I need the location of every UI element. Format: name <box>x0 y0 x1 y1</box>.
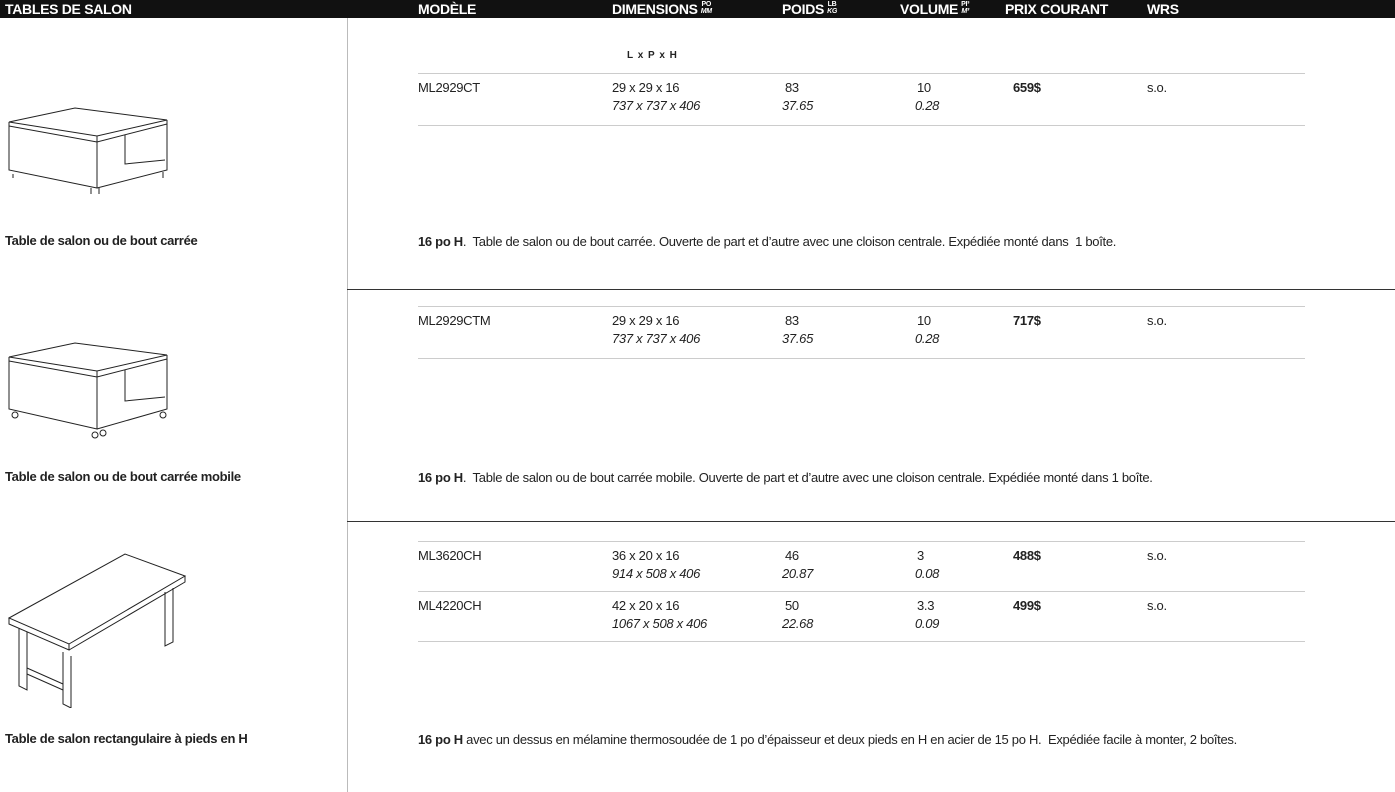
row-rule <box>418 125 1305 126</box>
cell: 29 x 29 x 16 <box>612 80 680 95</box>
cell: 46 <box>785 548 799 563</box>
column-label: DIMENSIONS <box>612 1 698 17</box>
unit-metric: M³ <box>961 8 969 15</box>
row-rule <box>418 358 1305 359</box>
cell-metric: 37.65 <box>782 98 814 113</box>
column-unit: LB KG <box>827 1 837 15</box>
cell: 3 <box>917 548 924 563</box>
description-lead: 16 po H <box>418 732 463 747</box>
cell: 499$ <box>1013 598 1041 613</box>
cell-metric: 914 x 508 x 406 <box>612 566 701 581</box>
cell-metric: 0.28 <box>915 331 940 346</box>
column-label: MODÈLE <box>418 1 477 17</box>
cell-metric: 1067 x 508 x 406 <box>612 616 707 631</box>
column-header: DIMENSIONS PO MM <box>612 1 712 17</box>
cell: s.o. <box>1147 313 1167 328</box>
cell: 83 <box>785 313 799 328</box>
description-text: . Table de salon ou de bout carrée. Ouve… <box>462 234 1117 249</box>
row-rule <box>418 306 1305 307</box>
column-label: POIDS <box>782 1 825 17</box>
product-image <box>8 342 168 439</box>
column-divider <box>347 18 348 792</box>
product-name: Table de salon rectangulaire à pieds en … <box>5 731 248 746</box>
spacer <box>1 289 347 290</box>
row-rule <box>418 73 1305 74</box>
cell: 3.3 <box>917 598 935 613</box>
cell-metric: 737 x 737 x 406 <box>612 98 701 113</box>
dimensions-note: L x P x H <box>627 50 678 61</box>
unit-metric: MM <box>700 8 712 15</box>
cell: 36 x 20 x 16 <box>612 548 680 563</box>
cell-metric: 0.08 <box>915 566 940 581</box>
cell: 29 x 29 x 16 <box>612 313 680 328</box>
cell-metric: 0.09 <box>915 616 940 631</box>
column-unit: PO MM <box>701 1 712 15</box>
cell: ML4220CH <box>418 598 482 613</box>
column-header: VOLUME PI³ M³ <box>900 1 969 17</box>
cell-metric: 37.65 <box>782 331 814 346</box>
cell-metric: 22.68 <box>782 616 814 631</box>
row-rule <box>418 541 1305 542</box>
cell: s.o. <box>1147 548 1167 563</box>
cell: s.o. <box>1147 598 1167 613</box>
cell: ML2929CTM <box>418 313 491 328</box>
description-lead: 16 po H <box>418 470 463 485</box>
cell-metric: 737 x 737 x 406 <box>612 331 701 346</box>
section-separator <box>347 289 1395 290</box>
cell: 50 <box>785 598 799 613</box>
product-image <box>7 553 187 708</box>
cell-metric: 20.87 <box>782 566 814 581</box>
cell: 488$ <box>1013 548 1041 563</box>
column-header: WRS <box>1147 1 1179 17</box>
description-lead: 16 po H <box>418 234 463 249</box>
row-rule <box>418 591 1305 592</box>
cell: 83 <box>785 80 799 95</box>
cell: s.o. <box>1147 80 1167 95</box>
cell: ML3620CH <box>418 548 482 563</box>
column-header: POIDS LB KG <box>782 1 837 17</box>
cell: 10 <box>917 313 931 328</box>
column-header: MODÈLE <box>418 1 476 17</box>
cell-metric: 0.28 <box>915 98 940 113</box>
product-image <box>8 107 168 194</box>
description-text: . Table de salon ou de bout carrée mobil… <box>462 470 1153 485</box>
section-title: TABLES DE SALON <box>5 1 132 17</box>
product-name: Table de salon ou de bout carrée mobile <box>5 469 241 484</box>
product-name: Table de salon ou de bout carrée <box>5 233 198 248</box>
unit-imperial: PI³ <box>961 1 970 8</box>
cell: 42 x 20 x 16 <box>612 598 680 613</box>
description: 16 po H. Table de salon ou de bout carré… <box>418 468 1395 488</box>
column-label: VOLUME <box>900 1 959 17</box>
cell: 717$ <box>1013 313 1041 328</box>
unit-metric: KG <box>827 8 837 15</box>
row-rule <box>418 641 1305 642</box>
column-header: PRIX COURANT <box>1005 1 1108 17</box>
column-unit: PI³ M³ <box>961 1 969 15</box>
cell: 659$ <box>1013 80 1041 95</box>
description-text: avec un dessus en mélamine thermosoudée … <box>462 732 1237 747</box>
column-label: WRS <box>1147 1 1179 17</box>
cell: 10 <box>917 80 931 95</box>
description: 16 po H. Table de salon ou de bout carré… <box>418 232 1395 252</box>
header-bar <box>0 0 1395 18</box>
section-separator <box>347 521 1395 522</box>
column-label: PRIX COURANT <box>1005 1 1108 17</box>
description: 16 po H avec un dessus en mélamine therm… <box>418 730 1395 750</box>
cell: ML2929CT <box>418 80 480 95</box>
unit-imperial: LB <box>827 1 837 8</box>
unit-imperial: PO <box>701 1 711 8</box>
